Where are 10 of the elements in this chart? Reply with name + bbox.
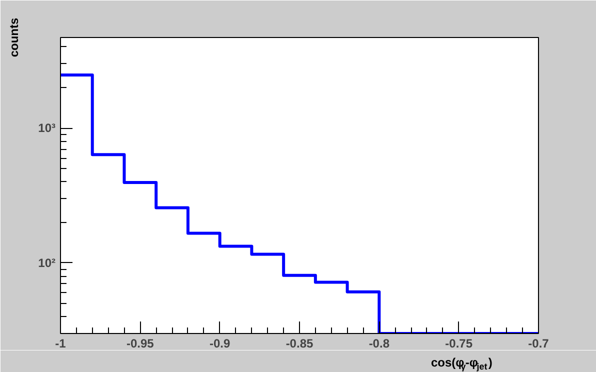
x-tick-label: -0.8 (368, 336, 390, 350)
x-tick-label: -0.75 (445, 336, 473, 350)
x-tick-label: -0.7 (528, 336, 550, 350)
x-tick-label: -1 (55, 336, 66, 350)
x-tick-label: -0.9 (209, 336, 230, 350)
y-tick-label: 10² (38, 256, 56, 270)
y-axis-title: counts (7, 18, 22, 58)
x-tick-label: -0.95 (126, 336, 154, 350)
y-tick-label: 10³ (38, 121, 56, 136)
x-tick-label: -0.85 (286, 336, 314, 350)
